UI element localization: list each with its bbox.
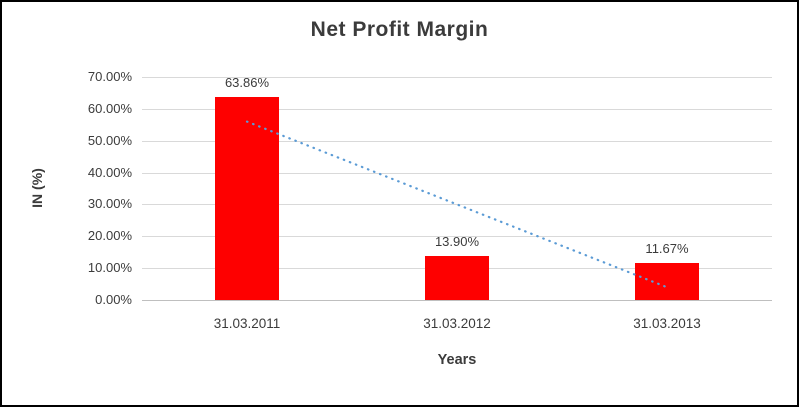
gridline: [142, 77, 772, 78]
bar-31.03.2011: [215, 96, 279, 300]
bar-31.03.2013: [635, 262, 699, 300]
y-tick-label: 20.00%: [87, 228, 132, 244]
bar-value-label: 63.86%: [224, 74, 270, 90]
x-axis-title: Years: [437, 352, 477, 368]
y-tick-label: 50.00%: [87, 132, 132, 148]
y-tick-label: 30.00%: [87, 196, 132, 212]
y-tick-label: 60.00%: [87, 100, 132, 116]
x-tick-label: 31.03.2011: [213, 316, 281, 331]
gridline: [142, 172, 772, 174]
gridline: [142, 236, 772, 238]
gridline: [142, 204, 772, 206]
y-tick-label: 0.00%: [95, 292, 132, 307]
x-tick-label: 31.03.2012: [423, 316, 491, 331]
gridline: [142, 140, 772, 142]
plot-area: 63.86% 13.90% 11.67%: [142, 74, 772, 301]
bar-value-label: 11.67%: [645, 240, 689, 256]
gridline: [142, 108, 772, 110]
bar-value-label: 13.90%: [434, 233, 480, 249]
gridline: [142, 300, 772, 301]
y-tick-label: 10.00%: [87, 260, 132, 276]
chart-title: Net Profit Margin: [310, 18, 489, 41]
trendline: [245, 120, 669, 289]
x-tick-label: 31.03.2013: [633, 316, 701, 331]
bar-31.03.2012: [425, 255, 489, 300]
y-tick-label: 40.00%: [87, 164, 132, 180]
y-tick-label: 70.00%: [87, 69, 132, 84]
